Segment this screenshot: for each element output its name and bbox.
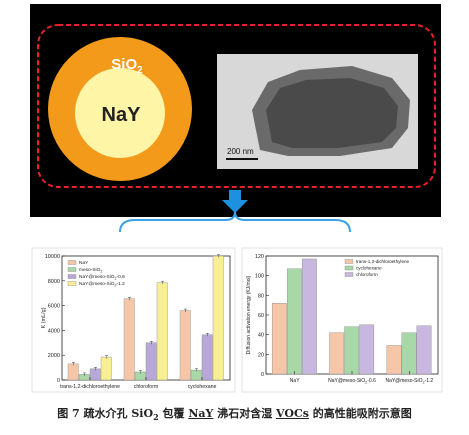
- shell-label: SiO2: [111, 56, 143, 76]
- bar: [212, 255, 224, 381]
- legend-label: meso-SiO2: [79, 267, 102, 273]
- bar: [386, 345, 402, 375]
- dashed-border: [37, 24, 436, 188]
- core-label: NaY: [102, 104, 142, 126]
- legend-label: chloroform: [356, 272, 378, 277]
- bar: [89, 368, 101, 381]
- bar: [134, 371, 146, 381]
- y-tick-label: 8000: [48, 279, 60, 285]
- bar: [145, 342, 157, 381]
- down-arrow-icon: [222, 190, 248, 213]
- scale-bar-label: 200 nm: [227, 147, 254, 156]
- x-tick-label: chloroform: [134, 384, 159, 390]
- bar: [344, 326, 360, 375]
- legend-label: NaY@meso-SiO2-1.2: [79, 281, 125, 287]
- figure-caption: 图 7 疏水介孔 SiO2 包覆 NaY 沸石对含湿 VOCs 的高性能吸附示意…: [57, 407, 412, 423]
- x-tick-label: NaY@meso-SiO2-0.6: [328, 378, 376, 385]
- legend-swatch: [67, 274, 77, 279]
- bar: [78, 374, 90, 381]
- y-tick-label: 20: [258, 352, 264, 358]
- legend-swatch: [67, 281, 77, 286]
- legend-swatch: [344, 272, 354, 277]
- y-tick-label: 60: [258, 313, 264, 319]
- bar: [301, 258, 317, 375]
- bar: [329, 332, 345, 375]
- y-tick-label: 2000: [48, 353, 60, 359]
- bar: [156, 282, 168, 381]
- y-tick-label: 120: [255, 254, 264, 260]
- diffusion-energy-chart: 0 20 40 60 80 100 120 Diffusion activation ener…: [241, 247, 443, 393]
- legend-label: cyclohexane: [356, 266, 382, 271]
- y-tick-label: 10000: [45, 254, 60, 260]
- x-tick-label: NaY@meso-SiO2-1.2: [385, 378, 433, 385]
- legend-swatch: [344, 265, 354, 271]
- y-axis-label: Diffusion activation energy (KJ/mol): [246, 275, 252, 354]
- x-tick-label: NaY: [290, 378, 300, 384]
- bar: [123, 298, 135, 381]
- y-tick-label: 0: [57, 378, 60, 384]
- bar: [401, 332, 417, 375]
- adsorption-k-chart: 0 2000 4000 6000 8000 10000 K (mL/g) trans-1,2-…: [31, 247, 236, 393]
- y-tick-label: 80: [258, 293, 264, 299]
- legend-swatch: [67, 267, 77, 272]
- bracket-icon: [119, 211, 351, 233]
- tem-image: 200 nm: [217, 54, 418, 169]
- bar: [201, 334, 213, 381]
- tem-particle-core: [266, 78, 398, 148]
- x-tick-label: trans-1,2-dichloroethylene: [60, 384, 120, 390]
- bar: [100, 356, 112, 381]
- schematic-panel: SiO2 NaY 200 nm: [30, 4, 441, 233]
- legend-swatch: [67, 260, 77, 265]
- x-tick-label: cyclohexane: [188, 384, 217, 390]
- bar: [416, 325, 432, 375]
- y-tick-label: 100: [255, 274, 264, 280]
- y-tick-label: 40: [258, 333, 264, 339]
- y-tick-label: 6000: [48, 304, 60, 310]
- y-axis-label: K (mL/g): [41, 307, 47, 328]
- bar: [190, 369, 202, 381]
- legend-swatch: [344, 259, 354, 264]
- bar: [359, 324, 375, 375]
- y-tick-label: 4000: [48, 328, 60, 334]
- bar: [286, 268, 302, 375]
- legend-label: NaY@meso-SiO2-0.6: [79, 274, 125, 280]
- bar: [179, 310, 191, 381]
- bar: [271, 303, 287, 375]
- nay-core: [75, 68, 165, 158]
- legend-label: NaY: [79, 260, 89, 266]
- legend-label: trans-1,2-dichloroethylene: [356, 259, 410, 264]
- bar: [67, 363, 79, 381]
- y-tick-label: 0: [261, 372, 264, 378]
